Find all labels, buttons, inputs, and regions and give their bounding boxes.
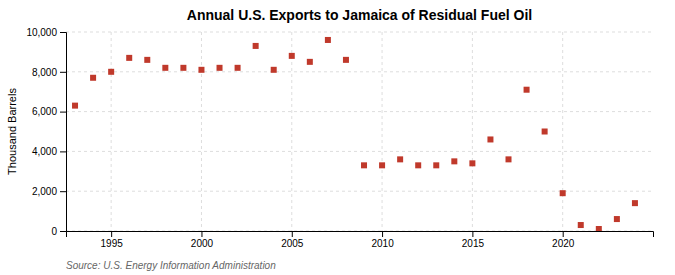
y-tick-mark [60, 32, 66, 33]
x-tick-mark [201, 231, 202, 237]
point [90, 75, 96, 81]
y-axis: 0 2,000 4,000 6,000 8,000 10,000 [26, 27, 66, 237]
point [397, 156, 403, 162]
y-tick-label: 0 [51, 226, 57, 237]
point [632, 200, 638, 206]
x-grid-line [562, 32, 563, 231]
x-grid-line [291, 32, 292, 231]
y-grid-line [66, 32, 653, 33]
x-tick-mark [111, 231, 112, 237]
point [253, 43, 259, 49]
point [343, 57, 349, 63]
point [361, 162, 367, 168]
y-tick-label: 10,000 [26, 27, 57, 38]
x-tick: 2015 [462, 231, 485, 249]
x-tick-mark [382, 231, 383, 237]
point [524, 87, 530, 93]
point [144, 57, 150, 63]
point [289, 53, 295, 59]
point [162, 65, 168, 71]
x-grid-line [111, 32, 112, 231]
point [325, 37, 331, 43]
x-tick-mark [292, 231, 293, 237]
y-tick: 8,000 [32, 67, 66, 78]
y-tick: 4,000 [32, 146, 66, 157]
chart: 0 2,000 4,000 6,000 8,000 10,000 1995 2000 2005 2… [0, 0, 675, 275]
x-tick-mark [472, 231, 473, 237]
x-tick-label: 2010 [371, 238, 394, 249]
point [469, 160, 475, 166]
point [542, 129, 548, 135]
x-tick-mark [563, 231, 564, 237]
point [307, 59, 313, 65]
title: Annual U.S. Exports to Jamaica of Residu… [187, 7, 532, 23]
y-tick-label: 2,000 [32, 186, 57, 197]
point [506, 156, 512, 162]
x-grid-line [472, 32, 473, 231]
x-tick: 2010 [371, 231, 394, 249]
point [108, 69, 114, 75]
y-grid-line [66, 71, 653, 72]
y-tick: 2,000 [32, 186, 66, 197]
point [451, 158, 457, 164]
y-tick: 6,000 [32, 106, 66, 117]
point [198, 67, 204, 73]
y-tick-label: 4,000 [32, 146, 57, 157]
y-tick: 0 [51, 226, 66, 237]
y-tick-label: 6,000 [32, 106, 57, 117]
point [578, 222, 584, 228]
y-grid-line [66, 111, 653, 112]
point [271, 67, 277, 73]
point [560, 190, 566, 196]
y-tick-mark [60, 191, 66, 192]
point [415, 162, 421, 168]
point [379, 162, 385, 168]
y-axis-title: Thousand Barrels [6, 88, 18, 175]
plot: 0 2,000 4,000 6,000 8,000 10,000 1995 2000 2005 2… [26, 27, 653, 249]
points [72, 37, 638, 231]
y-tick-mark [60, 231, 66, 232]
x-tick-label: 1995 [101, 238, 124, 249]
point [596, 226, 602, 231]
x-axis-line [67, 232, 654, 238]
point [126, 55, 132, 61]
point [235, 65, 241, 71]
x-tick: 2000 [191, 231, 214, 249]
y-tick: 10,000 [26, 27, 66, 38]
point [217, 65, 223, 71]
y-tick-mark [60, 112, 66, 113]
x-tick-label: 2015 [462, 238, 485, 249]
y-tick-mark [60, 151, 66, 152]
x-tick-label: 2020 [552, 238, 575, 249]
x-grid-line [201, 32, 202, 231]
grid [66, 32, 653, 231]
point [487, 136, 493, 142]
y-axis-line [60, 33, 67, 232]
x-tick-label: 2000 [191, 238, 214, 249]
y-grid-line [66, 151, 653, 152]
point [433, 162, 439, 168]
y-tick-label: 8,000 [32, 67, 57, 78]
x-tick: 1995 [101, 231, 124, 249]
point [614, 216, 620, 222]
x-tick: 2020 [552, 231, 575, 249]
y-tick-mark [60, 72, 66, 73]
x-grid-line [382, 32, 383, 231]
point [180, 65, 186, 71]
x-tick-label: 2005 [281, 238, 304, 249]
source-note: Source: U.S. Energy Information Administ… [66, 260, 276, 271]
x-axis: 1995 2000 2005 2010 2015 2020 [67, 231, 654, 249]
x-tick: 2005 [281, 231, 304, 249]
point [72, 103, 78, 109]
